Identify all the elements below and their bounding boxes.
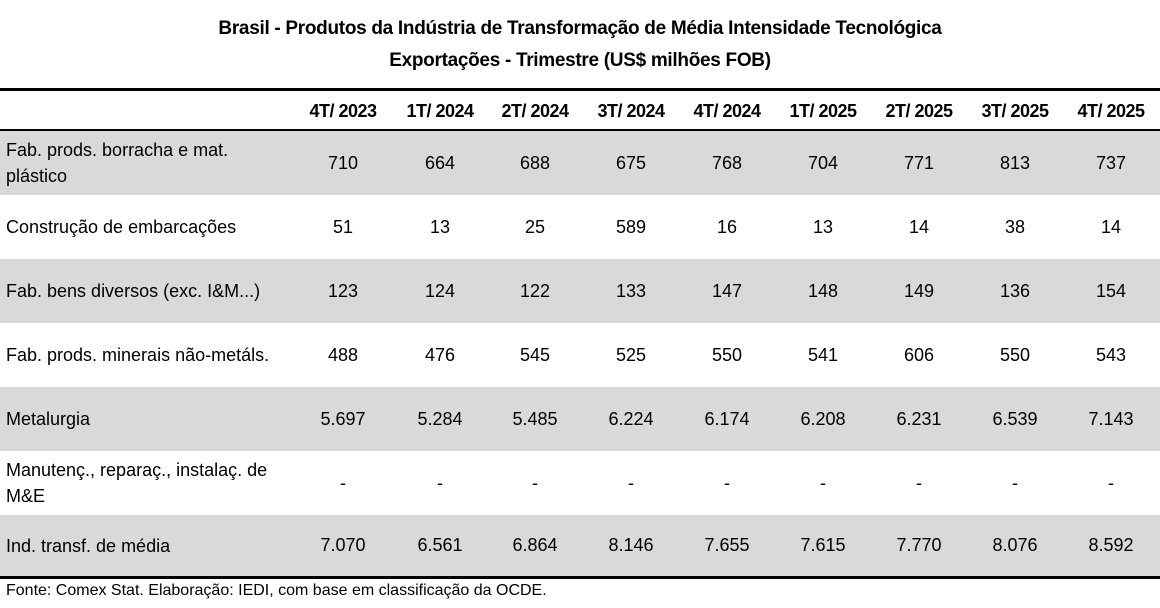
column-header: 4T/ 2025 bbox=[1077, 101, 1145, 121]
table-cell: - bbox=[1108, 472, 1114, 493]
table-cell: 6.539 bbox=[992, 408, 1038, 429]
table-cell: 133 bbox=[615, 280, 647, 301]
table-cell: 8.076 bbox=[992, 535, 1038, 555]
table-cell: 550 bbox=[711, 344, 743, 365]
table-cell: - bbox=[916, 472, 922, 493]
row-label: Construção de embarcações bbox=[6, 217, 237, 237]
table-subtitle: Exportações - Trimestre (US$ milhões FOB… bbox=[389, 50, 771, 71]
table-cell: 7.070 bbox=[320, 535, 366, 555]
row-label: Fab. prods. minerais não-metáls. bbox=[6, 345, 270, 365]
column-header: 3T/ 2024 bbox=[597, 101, 665, 121]
header-rule bbox=[0, 129, 1160, 131]
table-row: Fab. bens diversos (exc. I&M...) 123 124 12… bbox=[0, 259, 1160, 323]
table-cell: 8.146 bbox=[608, 535, 654, 555]
table-cell: 6.561 bbox=[417, 535, 463, 555]
row-label: Manutenç., reparaç., instalaç. de M&E bbox=[6, 460, 268, 506]
table-cell: 476 bbox=[424, 344, 456, 365]
table-cell: 154 bbox=[1095, 280, 1127, 301]
table-cell: - bbox=[340, 472, 346, 493]
table-cell: 51 bbox=[332, 216, 354, 237]
table-cell: 704 bbox=[807, 152, 839, 173]
table-cell: - bbox=[1012, 472, 1018, 493]
table-cell: - bbox=[628, 472, 634, 493]
table-cell: 6.864 bbox=[512, 535, 558, 555]
table-cell: 124 bbox=[424, 280, 456, 301]
table-cell: 25 bbox=[524, 216, 546, 237]
table-row: Metalurgia 5.697 5.284 5.485 6.224 6.174 6.208… bbox=[0, 387, 1160, 451]
table-cell: 5.485 bbox=[512, 408, 558, 429]
bottom-rule bbox=[0, 576, 1160, 579]
table-cell: 38 bbox=[1004, 216, 1026, 237]
table-cell: 664 bbox=[424, 152, 456, 173]
table-row: Fab. prods. borracha e mat. plástico 710 6… bbox=[0, 131, 1160, 195]
table-cell: 768 bbox=[711, 152, 743, 173]
column-header: 4T/ 2024 bbox=[693, 101, 761, 121]
table-cell: - bbox=[437, 472, 443, 493]
table-row: Manutenç., reparaç., instalaç. de M&E - - -… bbox=[0, 451, 1160, 515]
row-label: Fab. bens diversos (exc. I&M...) bbox=[6, 281, 261, 301]
column-header: 3T/ 2025 bbox=[981, 101, 1049, 121]
table-cell: - bbox=[724, 472, 730, 493]
row-label: Metalurgia bbox=[6, 409, 91, 429]
table-cell: 16 bbox=[716, 216, 738, 237]
table-cell: 6.208 bbox=[800, 408, 846, 429]
table-title: Brasil - Produtos da Indústria de Transf… bbox=[218, 18, 942, 39]
table-cell: 148 bbox=[807, 280, 839, 301]
table-cell: 7.770 bbox=[896, 535, 942, 555]
table-cell: 6.231 bbox=[896, 408, 942, 429]
table-cell: 13 bbox=[812, 216, 834, 237]
column-header: 2T/ 2025 bbox=[885, 101, 953, 121]
table-cell: 136 bbox=[999, 280, 1031, 301]
table-cell: 488 bbox=[327, 344, 359, 365]
table-cell: 543 bbox=[1095, 344, 1127, 365]
column-header: 1T/ 2025 bbox=[789, 101, 857, 121]
table-row: Construção de embarcações 51 13 25 589 16 13 14… bbox=[0, 195, 1160, 259]
table-cell: 5.697 bbox=[320, 408, 366, 429]
table-cell: 13 bbox=[429, 216, 451, 237]
table-cell: 122 bbox=[519, 280, 551, 301]
table-cell: 710 bbox=[327, 152, 359, 173]
table-cell: 6.224 bbox=[608, 408, 654, 429]
table-cell: 149 bbox=[903, 280, 935, 301]
row-label: Fab. prods. borracha e mat. plástico bbox=[6, 140, 229, 186]
table-row: Fab. prods. minerais não-metáls. 488 476 54… bbox=[0, 323, 1160, 387]
table-cell: - bbox=[532, 472, 538, 493]
table-cell: 675 bbox=[615, 152, 647, 173]
source-footnote: Fonte: Comex Stat. Elaboração: IEDI, com… bbox=[6, 582, 547, 599]
table-cell: 813 bbox=[999, 152, 1031, 173]
table-cell: 7.143 bbox=[1088, 408, 1134, 429]
table-cell: 737 bbox=[1095, 152, 1127, 173]
table-cell: 589 bbox=[615, 216, 647, 237]
column-header: 1T/ 2024 bbox=[406, 101, 474, 121]
table-row: Ind. transf. de média 7.070 6.561 6.864 8.14… bbox=[0, 515, 1160, 576]
table-cell: 550 bbox=[999, 344, 1031, 365]
table-cell: 771 bbox=[903, 152, 935, 173]
top-rule bbox=[0, 88, 1160, 91]
table-cell: 14 bbox=[908, 216, 930, 237]
table-cell: 7.655 bbox=[704, 535, 750, 555]
row-label: Ind. transf. de média bbox=[6, 535, 171, 556]
table-cell: 525 bbox=[615, 344, 647, 365]
table-cell: 541 bbox=[807, 344, 839, 365]
table-cell: 606 bbox=[903, 344, 935, 365]
table-cell: 688 bbox=[519, 152, 551, 173]
table-cell: 5.284 bbox=[417, 408, 463, 429]
table-cell: 14 bbox=[1100, 216, 1122, 237]
table-cell: 147 bbox=[711, 280, 743, 301]
table-cell: 123 bbox=[327, 280, 359, 301]
table-cell: - bbox=[820, 472, 826, 493]
column-header: 2T/ 2024 bbox=[501, 101, 569, 121]
table-cell: 8.592 bbox=[1088, 535, 1134, 555]
table-cell: 7.615 bbox=[800, 535, 846, 555]
table-header: 4T/ 2023 1T/ 2024 2T/ 2024 3T/ 2024 4T/ 2024… bbox=[0, 91, 1160, 129]
table-cell: 545 bbox=[519, 344, 551, 365]
table-cell: 6.174 bbox=[704, 408, 750, 429]
column-header: 4T/ 2023 bbox=[309, 101, 377, 121]
